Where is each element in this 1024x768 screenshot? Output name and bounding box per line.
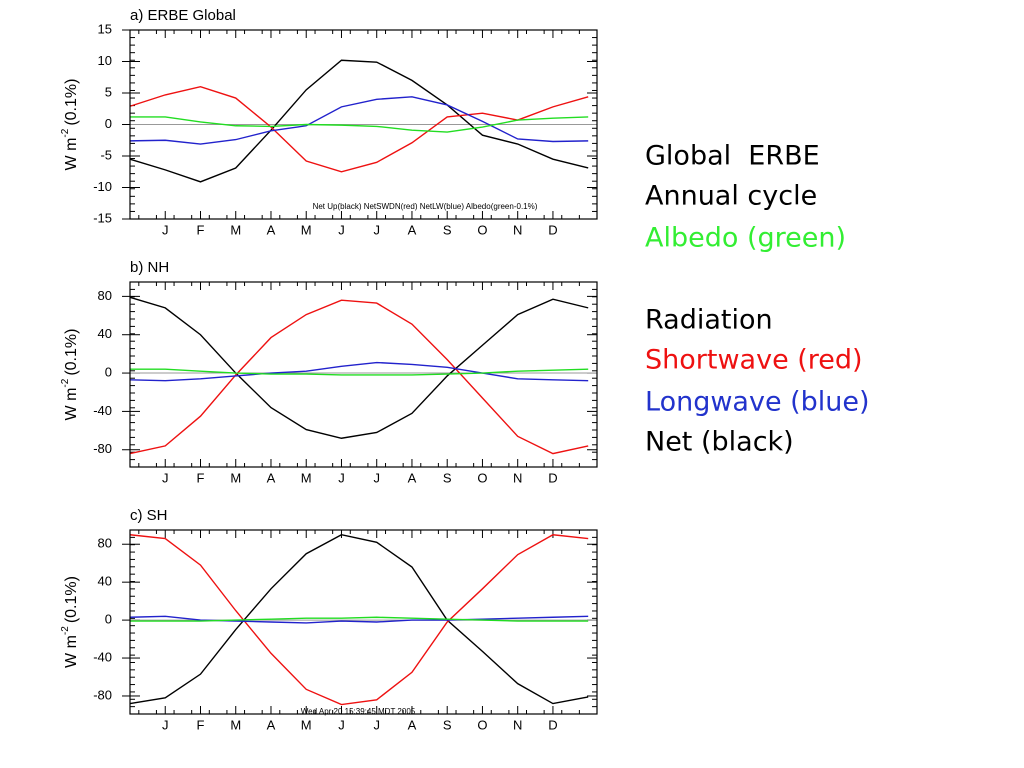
y-tick-label: 15 — [98, 21, 112, 36]
x-tick-label: D — [548, 717, 557, 732]
x-tick-label: D — [548, 470, 557, 485]
x-tick-label: N — [513, 470, 522, 485]
x-tick-label: J — [373, 470, 380, 485]
x-tick-label: O — [477, 222, 487, 237]
x-tick-label: M — [301, 717, 312, 732]
series-line — [129, 534, 589, 705]
y-tick-label: 0 — [105, 612, 112, 627]
x-tick-label: D — [548, 222, 557, 237]
y-axis-label: W m-2 (0.1%) — [60, 329, 81, 421]
y-label-sup: -2 — [60, 626, 71, 635]
x-tick-label: J — [162, 222, 169, 237]
panel: a) ERBE Global -15 -10 -5 0 5 10 15 J F M A M J J A S O N D… — [60, 7, 598, 237]
y-label-rest: (0.1%) — [63, 576, 80, 623]
plot-frame — [129, 281, 598, 468]
series-line — [129, 296, 589, 439]
y-label-sup: -2 — [60, 128, 71, 137]
y-tick-label: 10 — [98, 53, 112, 68]
y-label-sup: -2 — [60, 378, 71, 387]
note-line: Longwave (blue) — [645, 387, 870, 418]
y-tick-label: 40 — [98, 326, 112, 341]
x-tick-label: S — [443, 717, 452, 732]
footer: Wed Apr 20 15:39:45 MDT 2005 — [301, 707, 416, 716]
x-tick-label: M — [230, 717, 241, 732]
plot-frame — [129, 29, 598, 220]
series-line — [129, 299, 589, 455]
x-tick-label: N — [513, 717, 522, 732]
note-line: Global ERBE — [645, 141, 820, 172]
y-tick-label: 80 — [98, 536, 112, 551]
series-line — [129, 96, 589, 145]
y-tick-label: 0 — [105, 116, 112, 131]
x-tick-label: F — [197, 222, 205, 237]
x-tick-label: J — [338, 222, 345, 237]
y-tick-label: -40 — [93, 649, 112, 664]
y-tick-label: -10 — [93, 179, 112, 194]
y-tick-label: -80 — [93, 687, 112, 702]
x-tick-label: J — [338, 717, 345, 732]
y-tick-label: -15 — [93, 210, 112, 225]
x-tick-label: F — [197, 470, 205, 485]
x-tick-label: A — [408, 717, 417, 732]
series-line — [130, 116, 589, 133]
x-tick-label: A — [267, 222, 276, 237]
series-line — [129, 534, 589, 706]
x-tick-label: J — [162, 717, 169, 732]
plot-frame — [129, 529, 598, 715]
series-line — [129, 85, 589, 173]
y-tick-label: -40 — [93, 403, 112, 418]
x-tick-label: M — [230, 470, 241, 485]
series-line — [130, 616, 589, 622]
y-tick-label: -80 — [93, 441, 112, 456]
x-tick-label: M — [230, 222, 241, 237]
x-tick-label: O — [477, 717, 487, 732]
y-label-base: W m — [63, 635, 80, 668]
y-tick-label: 80 — [98, 288, 112, 303]
y-tick-label: 40 — [98, 574, 112, 589]
y-axis-label: W m-2 (0.1%) — [60, 576, 81, 668]
annotation: Net Up(black) NetSWDN(red) NetLW(blue) A… — [313, 202, 538, 211]
note-line: Annual cycle — [645, 181, 817, 212]
x-tick-label: A — [408, 222, 417, 237]
x-tick-label: J — [162, 470, 169, 485]
series-line — [129, 59, 589, 183]
x-tick-label: J — [373, 222, 380, 237]
note-line: Albedo (green) — [645, 223, 846, 254]
y-tick-label: -5 — [100, 147, 112, 162]
x-tick-label: F — [197, 717, 205, 732]
x-tick-label: A — [267, 470, 276, 485]
y-label-rest: (0.1%) — [63, 79, 80, 126]
y-label-base: W m — [63, 388, 80, 421]
note-line: Radiation — [645, 305, 773, 336]
note-line: Shortwave (red) — [645, 345, 863, 376]
series-line — [130, 368, 589, 376]
x-tick-label: J — [373, 717, 380, 732]
x-tick-label: S — [443, 222, 452, 237]
x-tick-label: M — [301, 470, 312, 485]
y-tick-label: 5 — [105, 84, 112, 99]
panel-title: b) NH — [130, 259, 169, 276]
x-tick-label: J — [338, 470, 345, 485]
y-tick-label: 0 — [105, 364, 112, 379]
panel-title: c) SH — [130, 507, 168, 524]
panel: b) NH -80 -40 0 40 80 J F M A M J J A S O N D W m-2 (0.1%) — [60, 259, 598, 485]
x-tick-label: A — [267, 717, 276, 732]
series-line — [129, 361, 589, 382]
y-label-rest: (0.1%) — [63, 329, 80, 376]
x-tick-label: N — [513, 222, 522, 237]
x-tick-label: M — [301, 222, 312, 237]
x-tick-label: A — [408, 470, 417, 485]
y-label-base: W m — [63, 138, 80, 171]
y-axis-label: W m-2 (0.1%) — [60, 79, 81, 171]
panel-title: a) ERBE Global — [130, 7, 236, 24]
x-tick-label: S — [443, 470, 452, 485]
x-tick-label: O — [477, 470, 487, 485]
note-line: Net (black) — [645, 427, 794, 458]
